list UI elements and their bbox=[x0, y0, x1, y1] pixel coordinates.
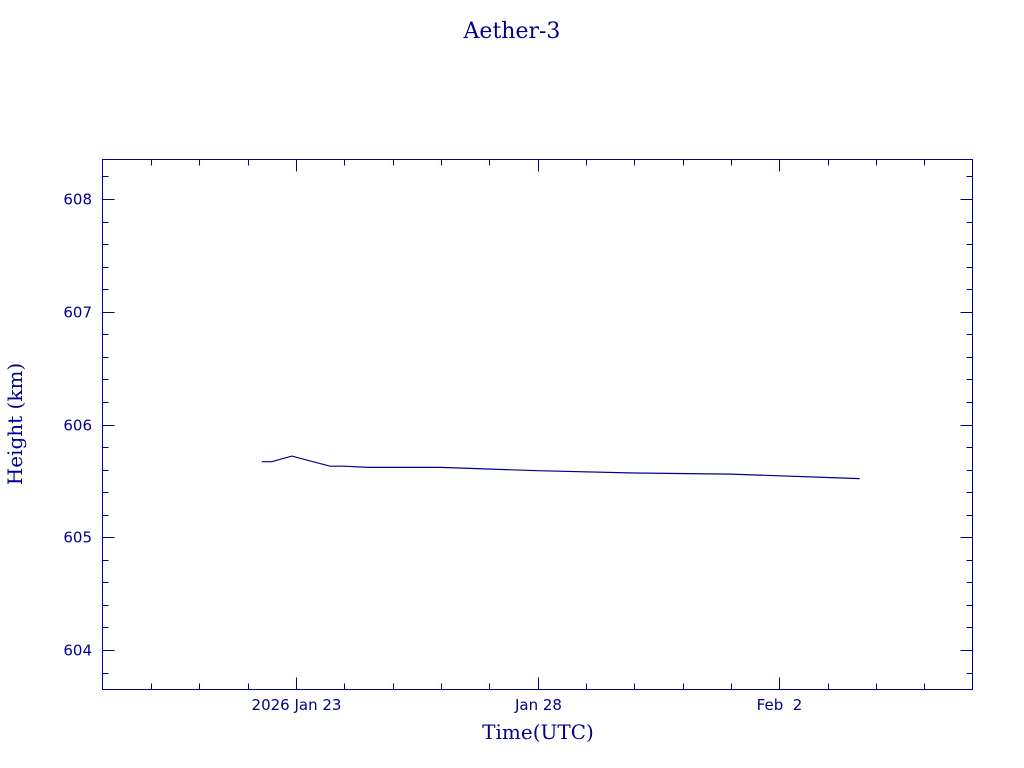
chart-title: Aether-3 bbox=[463, 19, 561, 44]
series-line bbox=[261, 455, 860, 480]
axis-ticks bbox=[102, 159, 973, 690]
y-tick-label: 606 bbox=[63, 417, 92, 435]
x-tick-label: Jan 28 bbox=[514, 696, 562, 714]
x-axis-title: Time(UTC) bbox=[482, 720, 594, 744]
x-tick-label: Feb 2 bbox=[757, 696, 803, 714]
axis-tick-labels: 604 605 606 607 608 2026 Jan 23 Jan 28 Feb 2 bbox=[63, 191, 802, 715]
y-axis-title: Height (km) bbox=[3, 363, 27, 485]
y-tick-label: 604 bbox=[63, 642, 92, 660]
y-tick-label: 607 bbox=[63, 304, 92, 322]
series-group bbox=[261, 455, 860, 480]
plot-frame bbox=[102, 159, 973, 690]
y-tick-label: 608 bbox=[63, 191, 92, 209]
x-tick-label: 2026 Jan 23 bbox=[252, 696, 342, 714]
y-tick-label: 605 bbox=[63, 529, 92, 547]
